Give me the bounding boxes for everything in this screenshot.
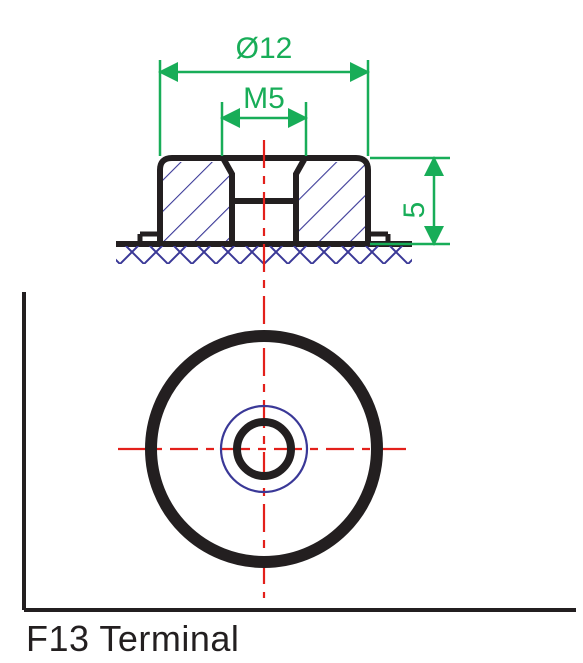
figure-title: F13 Terminal: [26, 618, 239, 660]
drawing-canvas: Ø12 M5 5 F13 Terminal: [0, 0, 583, 663]
dim-diameter: Ø12: [236, 32, 293, 65]
dim-thread: M5: [243, 82, 285, 115]
drawing-svg: Ø12 M5 5: [0, 0, 583, 663]
dim-height: 5: [398, 202, 431, 219]
